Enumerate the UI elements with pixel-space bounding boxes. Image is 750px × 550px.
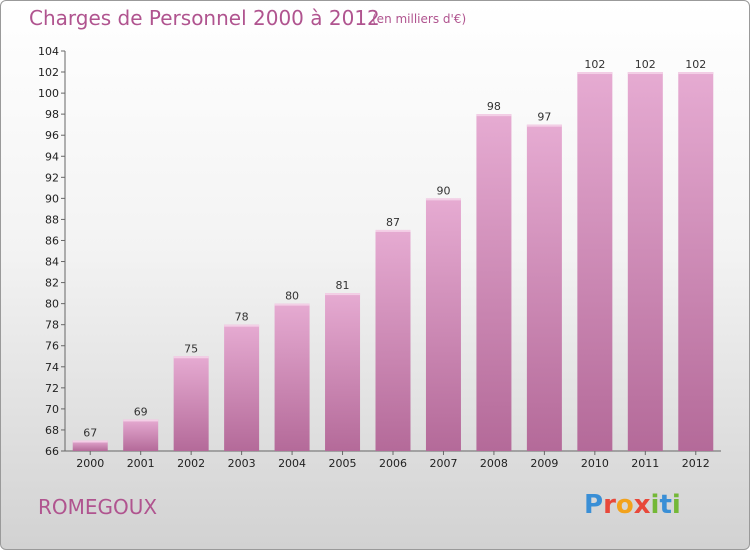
bar-2009	[526, 124, 562, 452]
data-label: 102	[635, 58, 656, 71]
bar-2010	[577, 72, 613, 451]
bar-2011	[627, 72, 663, 451]
bar-top-highlight	[678, 72, 714, 75]
bar-top-highlight	[173, 356, 209, 359]
bar-top-highlight	[224, 324, 260, 327]
y-tick-label: 102	[38, 66, 59, 79]
x-tick-label: 2002	[177, 457, 205, 470]
data-label: 81	[336, 279, 350, 292]
y-tick-label: 80	[45, 298, 59, 311]
bar-top-highlight	[72, 440, 108, 443]
y-tick-label: 86	[45, 234, 59, 247]
axis-layer: 66 68 70 72 74 76 78 80 82 84 86 88 90 92 94 96 98 100 102…	[38, 45, 721, 458]
y-tick-label: 84	[45, 256, 59, 269]
bar-2005	[325, 293, 361, 451]
data-label: 80	[285, 290, 299, 303]
bar-2007	[425, 198, 461, 451]
bar-top-highlight	[375, 229, 411, 232]
proxiti-logo: Proxiti	[584, 490, 681, 520]
x-tick-label: 2001	[127, 457, 155, 470]
bar-top-highlight	[123, 419, 159, 422]
bar-top-highlight	[577, 72, 613, 75]
data-label: 69	[134, 405, 148, 418]
y-tick-label: 82	[45, 277, 59, 290]
data-label: 97	[537, 111, 551, 124]
x-tick-label: 2007	[429, 457, 457, 470]
bar-2012	[678, 72, 714, 451]
data-label: 90	[436, 184, 450, 197]
bar-top-highlight	[425, 198, 461, 201]
y-tick-label: 104	[38, 45, 59, 58]
data-label: 102	[584, 58, 605, 71]
y-tick-label: 88	[45, 213, 59, 226]
bar-2004	[274, 303, 310, 451]
y-tick-label: 94	[45, 150, 59, 163]
bar-2008	[476, 114, 512, 451]
y-tick-label: 76	[45, 340, 59, 353]
data-label: 87	[386, 216, 400, 229]
bar-2001	[123, 419, 159, 451]
bar-2006	[375, 229, 411, 451]
y-tick-label: 74	[45, 361, 59, 374]
bar-top-highlight	[627, 72, 663, 75]
bar-2003	[224, 324, 260, 451]
data-label: 67	[83, 426, 97, 439]
y-tick-label: 66	[45, 445, 59, 458]
bar-top-highlight	[476, 114, 512, 117]
y-tick-label: 70	[45, 403, 59, 416]
x-tick-label: 2000	[76, 457, 104, 470]
bar-2000	[72, 440, 108, 451]
bar-layer	[72, 72, 714, 452]
y-tick-label: 72	[45, 382, 59, 395]
chart-title: Charges de Personnel 2000 à 2012	[29, 6, 380, 30]
y-tick-label: 68	[45, 424, 59, 437]
x-tick-label: 2005	[329, 457, 357, 470]
data-label: 98	[487, 100, 501, 113]
bar-top-highlight	[526, 124, 562, 127]
data-label: 78	[235, 311, 249, 324]
x-tick-label: 2003	[228, 457, 256, 470]
x-tick-label: 2012	[682, 457, 710, 470]
y-tick-label: 90	[45, 192, 59, 205]
x-tick-label: 2006	[379, 457, 407, 470]
x-tick-label: 2004	[278, 457, 306, 470]
label-layer: 2000 67 2001 69 2002 75 2003 78 2004 80 2005 81 2006…	[76, 58, 710, 470]
x-tick-label: 2010	[581, 457, 609, 470]
place-name: ROMEGOUX	[38, 495, 158, 519]
y-tick-label: 96	[45, 129, 59, 142]
y-tick-label: 78	[45, 319, 59, 332]
x-tick-label: 2008	[480, 457, 508, 470]
y-tick-label: 98	[45, 108, 59, 121]
y-tick-label: 100	[38, 87, 59, 100]
x-tick-label: 2011	[631, 457, 659, 470]
data-label: 75	[184, 342, 198, 355]
x-tick-label: 2009	[530, 457, 558, 470]
bar-top-highlight	[325, 293, 361, 296]
data-label: 102	[685, 58, 706, 71]
chart-subtitle: (en milliers d'€)	[372, 12, 467, 26]
y-tick-label: 92	[45, 171, 59, 184]
bar-2002	[173, 356, 209, 451]
bar-top-highlight	[274, 303, 310, 306]
